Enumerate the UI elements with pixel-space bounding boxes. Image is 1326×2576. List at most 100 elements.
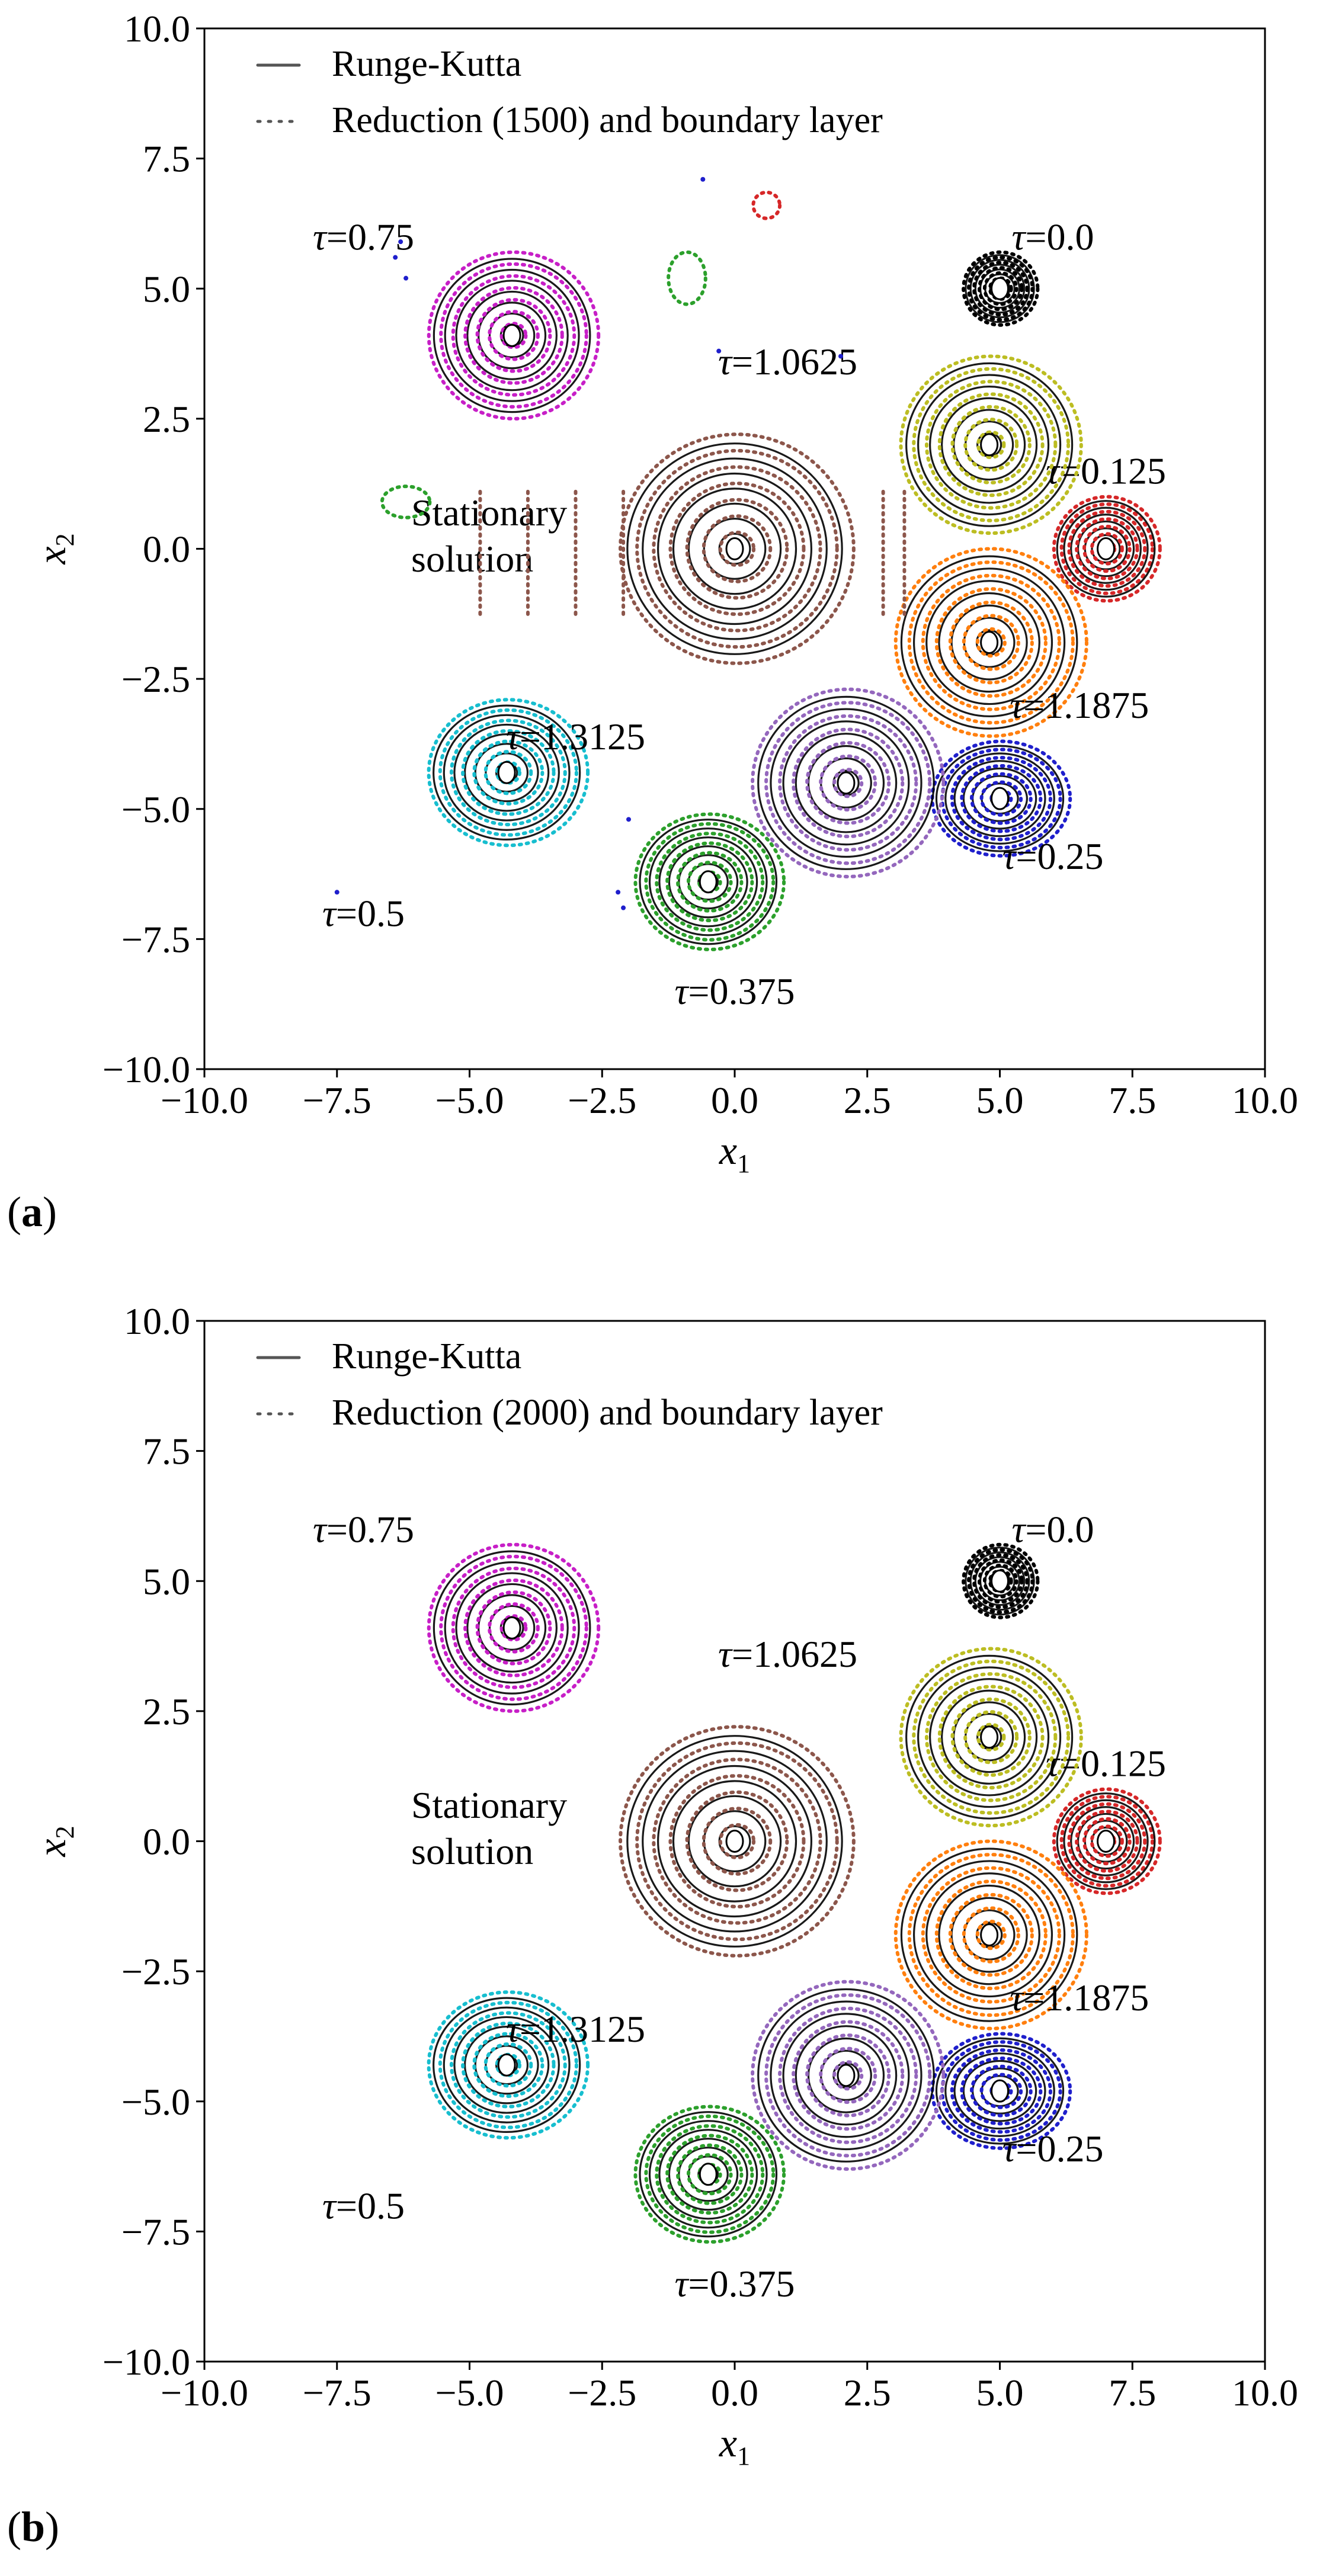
- stationary-label-line1: Stationary: [411, 492, 567, 534]
- reduction-contour: [962, 1542, 1040, 1619]
- stray-loop: [667, 250, 707, 306]
- reduction-contour: [427, 698, 590, 848]
- runge-kutta-contour: [900, 1847, 1078, 2022]
- legend: Runge-Kutta Reduction (1500) and boundary…: [256, 44, 883, 140]
- reduction-contour: [982, 1563, 1018, 1599]
- reduction-contour: [962, 614, 1020, 671]
- y-tick-label: 2.5: [143, 1690, 190, 1733]
- runge-kutta-contour: [905, 362, 1074, 527]
- reduction-contour: [668, 482, 806, 616]
- reduction-contour: [937, 1685, 1045, 1790]
- series-label: τ=1.0625: [718, 341, 857, 383]
- x-tick-label: −5.0: [435, 1079, 504, 1121]
- runge-kutta-contour: [1063, 1799, 1149, 1884]
- reduction-contour: [962, 250, 1040, 327]
- reduction-contour: [644, 822, 776, 942]
- reduction-contour: [499, 1614, 528, 1642]
- reduction-contour: [635, 448, 839, 649]
- series--0.0: τ=0.0: [962, 1508, 1094, 1619]
- y-tick-label: 5.0: [143, 268, 190, 310]
- boundary-layer-dot: [700, 177, 706, 182]
- stationary-label-line2: solution: [411, 538, 533, 580]
- reduction-contour: [668, 1774, 806, 1908]
- reduction-contour: [976, 430, 1006, 460]
- reduction-contour: [718, 1823, 756, 1860]
- runge-kutta-contour: [1070, 514, 1142, 584]
- reduction-contour: [686, 861, 733, 903]
- runge-kutta-contour: [925, 1872, 1053, 1998]
- reduction-contour: [463, 1578, 564, 1677]
- runge-kutta-contour: [938, 592, 1040, 693]
- y-tick-label: 7.5: [143, 138, 190, 180]
- contour-center: [1097, 537, 1115, 560]
- reduction-contour: [718, 530, 756, 567]
- runge-kutta-contour: [944, 2045, 1055, 2137]
- reduction-contour: [1082, 1817, 1132, 1866]
- reduction-contour: [676, 2143, 744, 2205]
- contour-center: [837, 2064, 856, 2087]
- series--0.75: τ=0.75: [313, 216, 601, 421]
- reduction-contour: [427, 1990, 590, 2140]
- reduction-contour: [685, 1790, 789, 1892]
- panel-label: (b): [7, 2503, 59, 2551]
- contour-center: [502, 323, 521, 347]
- runge-kutta-contour: [770, 708, 923, 858]
- y-tick-label: 7.5: [143, 1430, 190, 1473]
- reduction-contour: [461, 2021, 556, 2109]
- reduction-contour: [461, 729, 556, 816]
- y-tick-label: 2.5: [143, 398, 190, 440]
- series--1.3125: τ=1.3125: [506, 1980, 946, 2171]
- runge-kutta-contour: [929, 1678, 1050, 1797]
- series-label: τ=0.25: [1002, 835, 1104, 877]
- y-tick-label: −7.5: [121, 2211, 190, 2253]
- reduction-contour: [963, 1710, 1019, 1765]
- reduction-contour: [1059, 1795, 1155, 1888]
- contour-center: [699, 870, 718, 894]
- runge-kutta-contour: [453, 723, 560, 822]
- boundary-layer-dot: [403, 275, 409, 281]
- x-tick-label: 10.0: [1232, 1079, 1298, 1121]
- reduction-contour: [488, 310, 540, 361]
- runge-kutta-contour: [687, 1795, 782, 1888]
- reduction-contour: [475, 298, 552, 373]
- x-tick-label: 7.5: [1109, 1079, 1156, 1121]
- series--1.0625: τ=1.0625: [718, 341, 1083, 535]
- y-tick-label: −10.0: [103, 1048, 190, 1090]
- legend: Runge-Kutta Reduction (2000) and boundary…: [256, 1336, 883, 1433]
- x-tick-label: 5.0: [976, 2372, 1024, 2414]
- runge-kutta-contour: [965, 254, 1035, 323]
- x-axis-label: x1: [719, 1128, 750, 1178]
- runge-kutta-contour: [626, 442, 843, 655]
- series-label: τ=0.5: [322, 892, 405, 934]
- reduction-contour: [633, 812, 786, 951]
- reduction-contour: [948, 600, 1034, 685]
- reduction-contour: [439, 262, 588, 409]
- contour-center: [980, 631, 999, 655]
- y-tick-label: −2.5: [121, 1951, 190, 1993]
- reduction-contour: [472, 2032, 545, 2098]
- runge-kutta-contour: [965, 1547, 1035, 1616]
- x-tick-label: −2.5: [568, 2372, 636, 2414]
- reduction-contour: [921, 1866, 1061, 2004]
- y-tick-label: −10.0: [103, 2341, 190, 2383]
- runge-kutta-contour: [935, 2037, 1065, 2145]
- runge-kutta-contour: [443, 714, 571, 831]
- x-tick-label: −7.5: [303, 1079, 371, 1121]
- series-label: τ=0.375: [675, 2263, 795, 2305]
- reduction-contour: [427, 250, 601, 421]
- runge-kutta-contour: [941, 1689, 1038, 1785]
- series--0.125: τ=0.125: [1046, 450, 1166, 603]
- reduction-contour: [665, 841, 754, 922]
- reduction-contour: [449, 2011, 567, 2119]
- reduction-contour: [972, 1553, 1029, 1609]
- runge-kutta-contour: [648, 827, 768, 936]
- contour-center: [497, 761, 516, 784]
- reduction-contour: [899, 354, 1083, 535]
- series--0.375: τ=0.375: [633, 2105, 795, 2305]
- runge-kutta-contour: [657, 472, 812, 625]
- runge-kutta-contour: [962, 767, 1037, 830]
- runge-kutta-contour: [453, 2016, 560, 2114]
- reduction-contour: [819, 2046, 877, 2105]
- reduction-contour: [451, 274, 576, 397]
- runge-kutta-contour: [1063, 506, 1149, 591]
